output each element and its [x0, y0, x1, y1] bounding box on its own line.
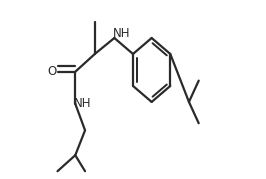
- Text: O: O: [48, 65, 57, 78]
- Text: NH: NH: [113, 27, 130, 40]
- Text: NH: NH: [74, 97, 91, 110]
